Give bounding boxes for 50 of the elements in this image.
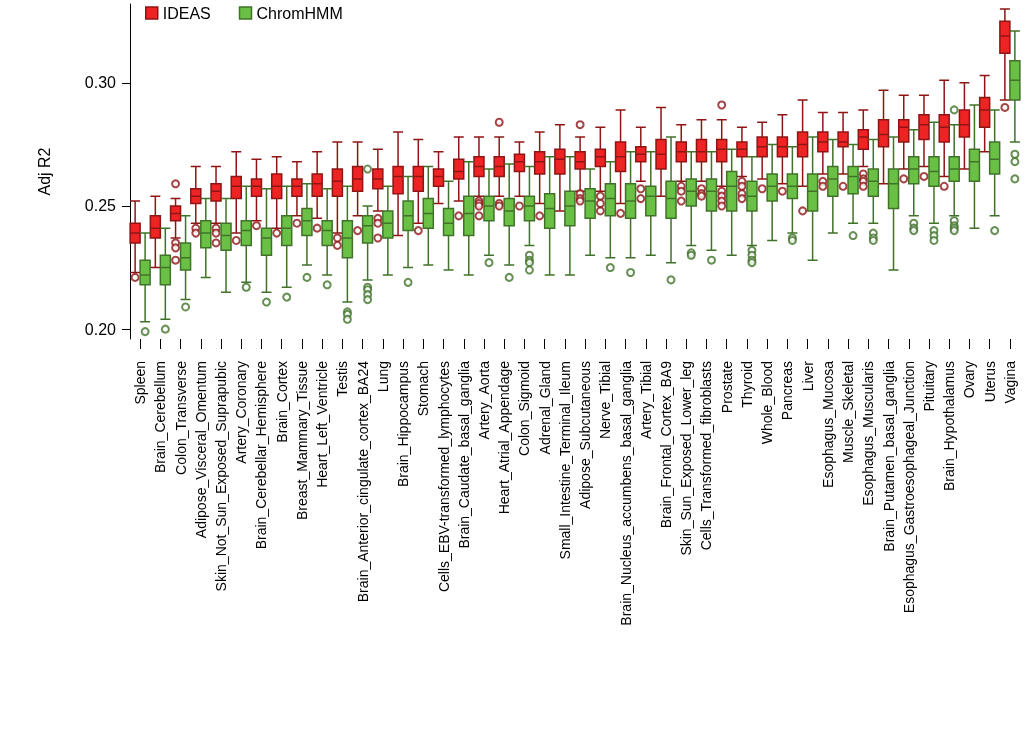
- x-tick-label: Artery_Coronary: [233, 361, 250, 464]
- y-axis-title: Adj R2: [35, 147, 53, 196]
- x-tick-label: Adipose_Subcutaneous: [577, 361, 594, 509]
- x-tick-label: Artery_Aorta: [475, 360, 492, 440]
- legend-label: ChromHMM: [256, 4, 343, 22]
- y-tick-label: 0.25: [84, 197, 117, 215]
- x-tick-label: Breast_Mammary_Tissue: [293, 360, 310, 520]
- x-tick-label: Brain_Hippocampus: [395, 361, 412, 488]
- x-tick-label: Heart_Left_Ventricle: [314, 360, 331, 488]
- x-tick-label: Colon_Sigmoid: [516, 361, 533, 456]
- x-tick-label: Skin_Sun_Exposed_Lower_leg: [678, 361, 695, 556]
- x-tick-label: Brain_Hypothalamus: [941, 361, 958, 491]
- x-tick-label: Brain_Putamen_basal_ganglia: [880, 360, 897, 552]
- x-tick-label: Skin_Not_Sun_Exposed_Suprapubic: [213, 361, 230, 592]
- x-tick-label: Adipose_Visceral_Omentum: [192, 361, 209, 539]
- x-tick-label: Pancreas: [779, 361, 796, 421]
- x-tick-label: Testis: [334, 361, 351, 397]
- x-tick-label: Thyroid: [738, 361, 755, 408]
- legend-label: IDEAS: [162, 4, 211, 22]
- x-tick-label: Lung: [374, 361, 391, 393]
- x-tick-label: Whole_Blood: [759, 361, 776, 445]
- x-tick-label: Brain_Caudate_basal_ganglia: [455, 360, 472, 549]
- x-tick-label: Spleen: [132, 361, 149, 405]
- x-tick-label: Cells_EBV-transformed_lymphocytes: [435, 361, 452, 593]
- x-tick-label: Esophagus_Gastroesophageal_Junction: [900, 361, 917, 614]
- y-tick-label: 0.20: [84, 320, 117, 338]
- x-tick-label: Vagina: [1001, 360, 1018, 404]
- x-tick-label: Muscle_Skeletal: [840, 361, 857, 463]
- x-tick-label: Esophagus_Mucosa: [819, 360, 836, 488]
- x-tick-label: Brain_Cerebellum: [152, 361, 169, 474]
- x-tick-label: Brain_Cortex: [273, 361, 290, 443]
- x-tick-label: Nerve_Tibial: [597, 361, 614, 440]
- x-tick-label: Liver: [799, 360, 816, 392]
- x-tick-label: Artery_Tibial: [637, 361, 654, 440]
- x-tick-label: Colon_Transverse: [172, 360, 189, 475]
- x-tick-label: Esophagus_Muscularis: [860, 361, 877, 506]
- x-tick-label: Pituitary: [920, 361, 937, 412]
- x-tick-label: Brain_Cerebellar_Hemisphere: [253, 360, 270, 550]
- x-tick-label: Brain_Nucleus_accumbens_basal_ganglia: [617, 360, 634, 626]
- x-tick-label: Uterus: [981, 361, 998, 403]
- x-tick-label: Brain_Anterior_cingulate_cortex_BA24: [354, 360, 371, 603]
- y-tick-label: 0.30: [84, 74, 117, 92]
- x-tick-label: Small_Intestine_Terminal_Ileum: [556, 361, 573, 560]
- x-tick-label: Ovary: [961, 361, 978, 399]
- x-tick-label: Prostate: [718, 360, 735, 414]
- x-tick-label: Brain_Frontal_Cortex_BA9: [658, 360, 675, 529]
- x-tick-label: Adrenal_Gland: [536, 361, 553, 455]
- x-tick-label: Cells_Transformed_fibroblasts: [698, 361, 715, 551]
- x-tick-label: Heart_Atrial_Appendage: [496, 360, 513, 515]
- x-tick-label: Stomach: [415, 361, 432, 417]
